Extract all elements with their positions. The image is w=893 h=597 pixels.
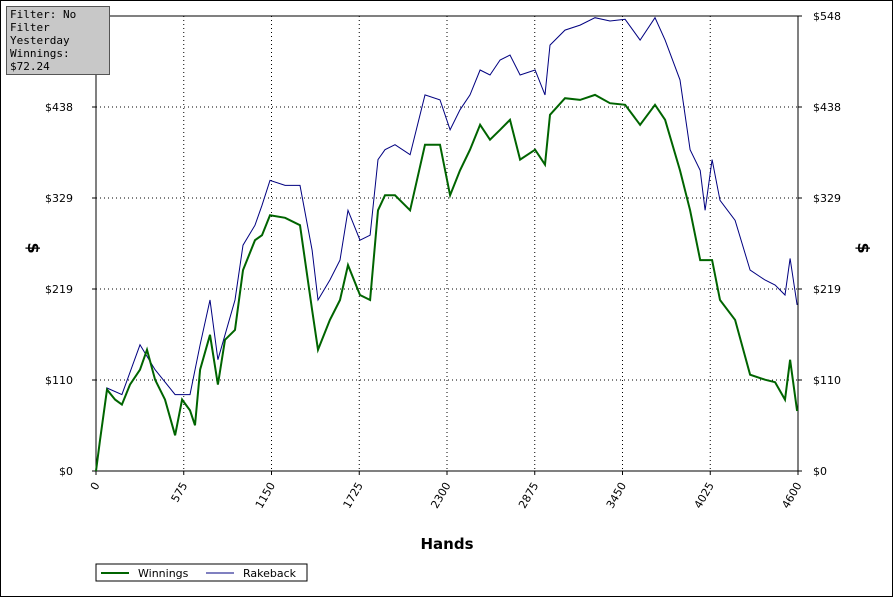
info-line: Yesterday xyxy=(10,34,70,47)
series-line xyxy=(95,16,798,472)
y2-tick-label: $548 xyxy=(813,10,841,23)
plot-area xyxy=(96,16,798,471)
info-box: Filter: No Filter Yesterday Winnings: $7… xyxy=(6,6,110,75)
y-tick-label: $219 xyxy=(45,283,73,296)
x-axis-label: Hands xyxy=(420,535,473,553)
y2-axis-label: $ xyxy=(854,242,873,253)
y-tick-label: $110 xyxy=(45,374,73,387)
y-tick-label: $329 xyxy=(45,192,73,205)
info-line: Filter: No Filter xyxy=(10,8,77,34)
y2-tick-label: $329 xyxy=(813,192,841,205)
y-tick-label: $0 xyxy=(59,465,73,478)
y2-tick-label: $110 xyxy=(813,374,841,387)
series-line xyxy=(95,93,799,472)
legend-label: Winnings xyxy=(138,567,189,580)
y-axis-label: $ xyxy=(24,242,43,253)
y2-tick-label: $219 xyxy=(813,283,841,296)
y2-tick-label: $0 xyxy=(813,465,827,478)
plot-border xyxy=(95,15,799,472)
legend-box xyxy=(95,563,308,582)
info-line: Winnings: $72.24 xyxy=(10,47,70,73)
y-tick-label: $438 xyxy=(45,101,73,114)
y2-tick-label: $438 xyxy=(813,101,841,114)
legend-label: Rakeback xyxy=(243,567,297,580)
